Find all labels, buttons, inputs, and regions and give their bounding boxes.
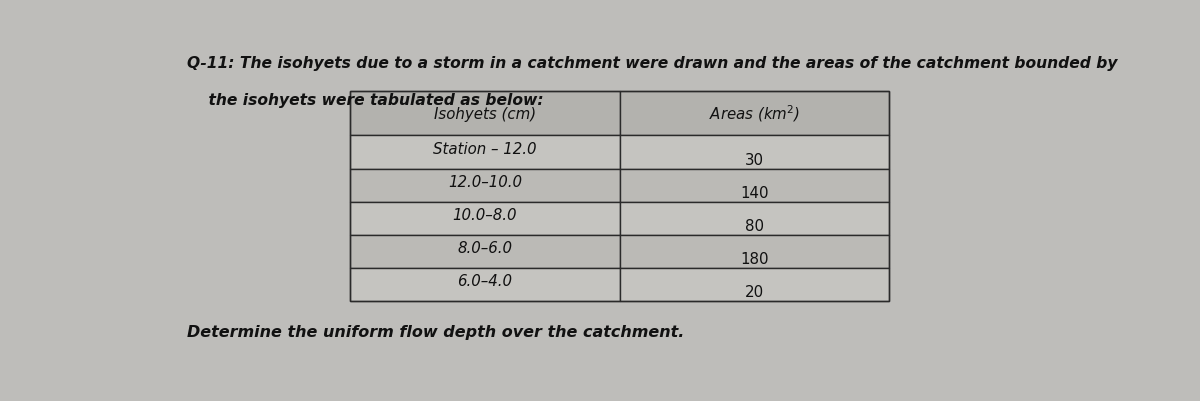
Text: 30: 30 [745,152,764,167]
Text: Q-11: The isohyets due to a storm in a catchment were drawn and the areas of the: Q-11: The isohyets due to a storm in a c… [187,56,1117,71]
Text: Isohyets (cm): Isohyets (cm) [433,106,536,121]
Text: 180: 180 [740,251,769,267]
Bar [350,169,619,202]
Text: 6.0–4.0: 6.0–4.0 [457,273,512,288]
Text: 10.0–8.0: 10.0–8.0 [452,207,517,222]
Bar [350,268,619,301]
Bar [619,136,889,169]
Bar [350,136,619,169]
Text: 20: 20 [745,285,764,300]
Bar [619,202,889,235]
Text: 8.0–6.0: 8.0–6.0 [457,240,512,255]
Bar [619,235,889,268]
Text: 12.0–10.0: 12.0–10.0 [448,174,522,189]
Text: 80: 80 [745,219,764,233]
Bar [619,91,889,136]
Text: Areas (km$^2$): Areas (km$^2$) [709,103,800,124]
Bar [619,169,889,202]
Text: Determine the uniform flow depth over the catchment.: Determine the uniform flow depth over th… [187,324,684,339]
Bar [619,268,889,301]
Bar [350,202,619,235]
Bar [350,91,889,301]
Bar [350,91,619,136]
Text: the isohyets were tabulated as below:: the isohyets were tabulated as below: [187,93,544,108]
Text: Station – 12.0: Station – 12.0 [433,141,536,156]
Bar [350,235,619,268]
Text: 140: 140 [740,186,769,200]
